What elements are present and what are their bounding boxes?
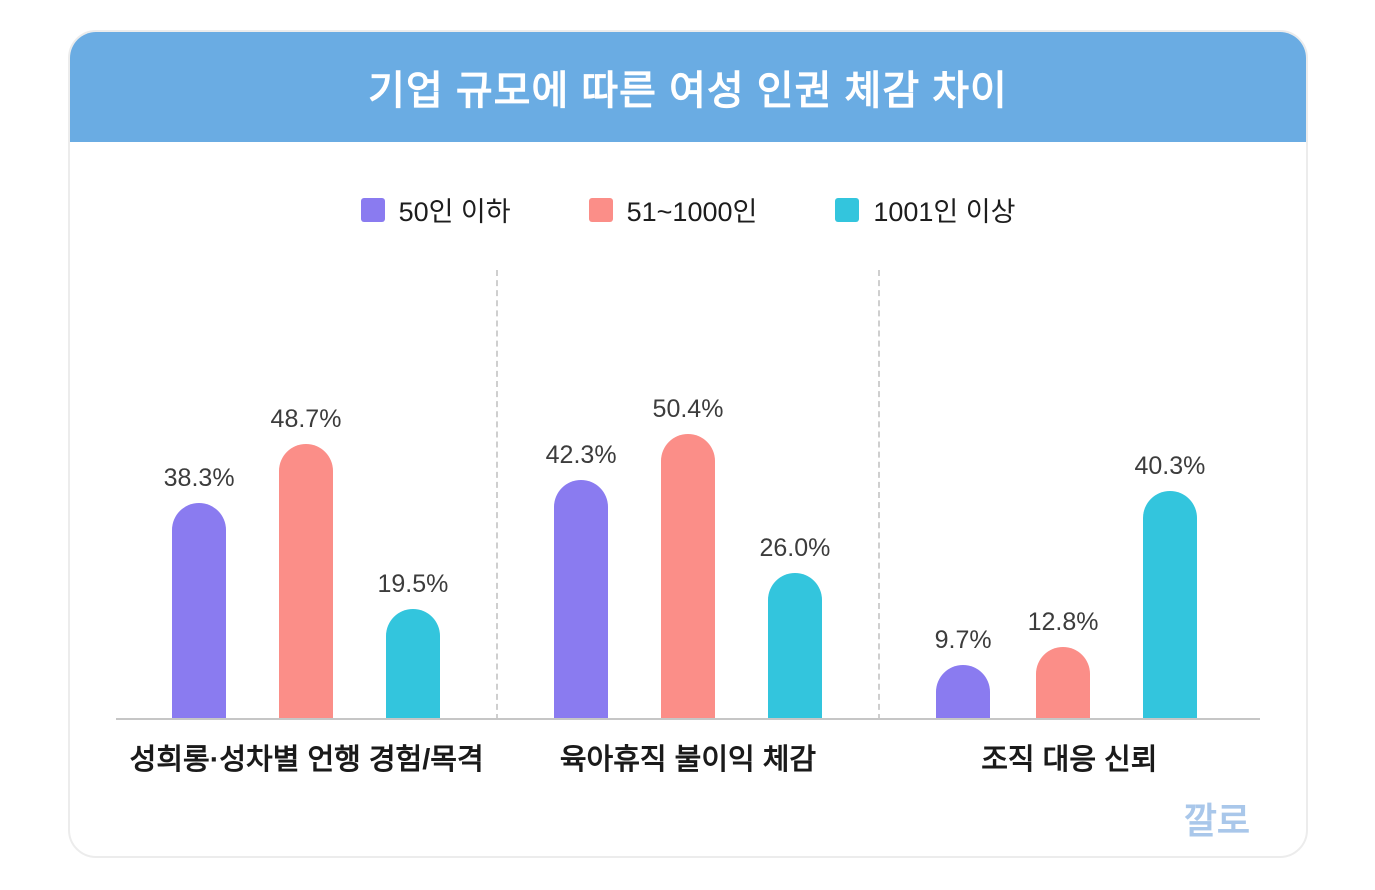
- bar: [660, 434, 715, 720]
- bar: [936, 665, 991, 720]
- bar: [172, 503, 227, 720]
- legend-label: 1001인 이상: [873, 197, 1016, 227]
- legend-item: 50인 이하: [360, 190, 511, 229]
- legend-item: 51~1000인: [588, 190, 758, 229]
- bar: [1142, 491, 1197, 720]
- category-label: 육아휴직 불이익 체감: [559, 744, 817, 776]
- bar-value-label: 38.3%: [163, 464, 235, 492]
- legend-label: 51~1000인: [626, 197, 758, 227]
- plot-area: 38.3% 48.7% 19.5% 42.3% 50.4% 26.0% 9.7% 12.8% 4…: [116, 270, 1260, 720]
- bar: [767, 573, 822, 720]
- legend-item: 1001인 이상: [835, 190, 1015, 229]
- legend: 50인 이하 51~1000인 1001인 이상: [70, 190, 1306, 229]
- bar-value-label: 42.3%: [545, 441, 617, 469]
- x-axis-baseline: [116, 718, 1260, 720]
- bar-column: 50.4%: [652, 395, 724, 720]
- bar-group: 9.7% 12.8% 40.3%: [878, 270, 1260, 720]
- chart-card: 기업 규모에 따른 여성 인권 체감 차이 50인 이하 51~1000인 1001…: [68, 30, 1308, 858]
- bar-value-label: 12.8%: [1027, 608, 1099, 636]
- legend-swatch: [360, 197, 385, 222]
- bar: [278, 444, 333, 720]
- bar-column: 9.7%: [935, 626, 992, 720]
- category-label: 성희롱·성차별 언행 경험/목격: [129, 744, 484, 776]
- watermark: 깔로: [1183, 800, 1250, 841]
- bar-column: 42.3%: [546, 441, 617, 720]
- bar-column: 38.3%: [164, 464, 235, 720]
- bar-value-label: 40.3%: [1134, 452, 1206, 480]
- category-labels: 성희롱·성차별 언행 경험/목격 육아휴직 불이익 체감 조직 대응 신뢰: [116, 736, 1260, 778]
- bar-column: 26.0%: [759, 534, 830, 720]
- legend-swatch: [835, 197, 860, 222]
- bar-group: 42.3% 50.4% 26.0%: [496, 270, 878, 720]
- chart-title: 기업 규모에 따른 여성 인권 체감 차이: [368, 69, 1008, 113]
- bar: [385, 609, 440, 720]
- bar-value-label: 19.5%: [377, 570, 449, 598]
- bar: [1036, 647, 1091, 720]
- bar-column: 40.3%: [1134, 452, 1205, 720]
- bar-column: 48.7%: [270, 405, 342, 720]
- bar-group: 38.3% 48.7% 19.5%: [116, 270, 496, 720]
- bar-column: 12.8%: [1027, 608, 1099, 720]
- bar-value-label: 9.7%: [934, 626, 992, 654]
- bar: [554, 480, 609, 720]
- bar-value-label: 48.7%: [270, 405, 342, 433]
- bar-value-label: 50.4%: [652, 395, 724, 423]
- category-label: 조직 대응 신뢰: [981, 744, 1158, 776]
- legend-label: 50인 이하: [398, 197, 511, 227]
- legend-swatch: [588, 197, 613, 222]
- bar-column: 19.5%: [377, 570, 448, 720]
- bar-value-label: 26.0%: [759, 534, 831, 562]
- chart-header: 기업 규모에 따른 여성 인권 체감 차이: [70, 32, 1306, 142]
